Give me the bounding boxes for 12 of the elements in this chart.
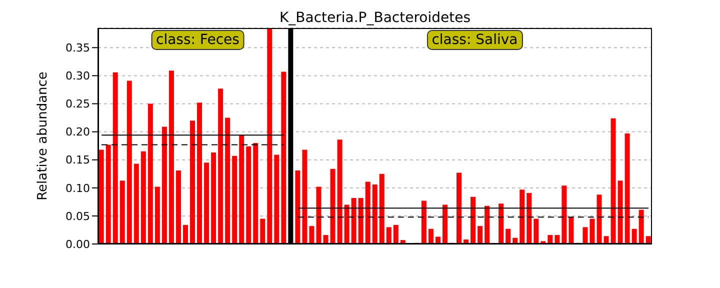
- y-tick-label: 0.10: [66, 182, 90, 195]
- y-tick-label: 0.00: [66, 238, 90, 251]
- y-tick-label: 0.25: [66, 98, 90, 111]
- annotation: class: Feces: [151, 30, 244, 50]
- y-tick-label: 0.15: [66, 154, 90, 167]
- y-tick-label: 0.20: [66, 126, 90, 139]
- y-tick-label: 0.30: [66, 70, 90, 83]
- annotation: class: Saliva: [426, 30, 523, 50]
- chart-title: K_Bacteria.P_Bacteroidetes: [278, 10, 472, 26]
- y-axis-title: Relative abundance: [36, 72, 51, 200]
- y-tick-label: 0.05: [66, 210, 90, 223]
- y-tick-label: 0.35: [66, 42, 90, 55]
